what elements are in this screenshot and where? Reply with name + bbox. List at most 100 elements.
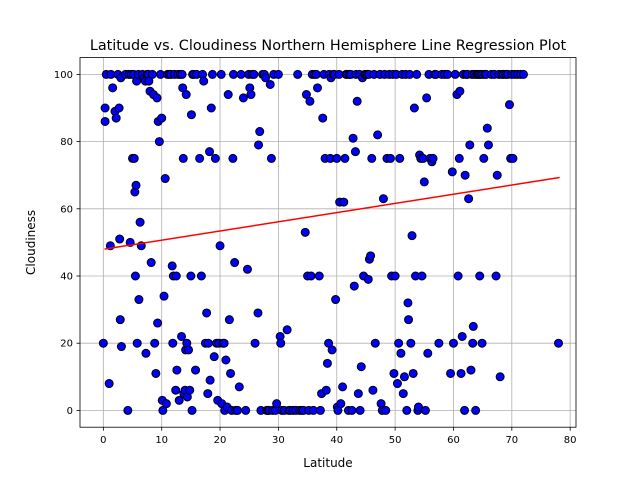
data-point bbox=[172, 365, 182, 375]
data-point bbox=[434, 338, 444, 348]
data-point bbox=[311, 69, 321, 79]
data-point bbox=[446, 368, 456, 378]
data-point bbox=[338, 382, 348, 392]
data-point bbox=[366, 251, 376, 261]
data-point bbox=[100, 103, 110, 113]
data-point bbox=[115, 315, 125, 325]
y-axis: 0 20 40 60 80 100 bbox=[54, 70, 80, 417]
data-point bbox=[203, 389, 213, 399]
data-point bbox=[407, 231, 417, 241]
data-point bbox=[230, 258, 240, 268]
data-point bbox=[396, 348, 406, 358]
x-tick-label: 60 bbox=[447, 435, 460, 446]
plot-frame bbox=[79, 57, 577, 428]
data-point bbox=[408, 368, 418, 378]
data-point bbox=[305, 96, 315, 106]
data-point bbox=[456, 368, 466, 378]
data-point bbox=[191, 365, 201, 375]
x-tick-label: 30 bbox=[272, 435, 285, 446]
chart-title: Latitude vs. Cloudiness Northern Hemisph… bbox=[90, 38, 567, 54]
data-point bbox=[403, 298, 413, 308]
data-point bbox=[399, 372, 409, 382]
x-axis-label: Latitude bbox=[303, 456, 352, 470]
data-point bbox=[177, 69, 187, 79]
data-point bbox=[152, 93, 162, 103]
data-point bbox=[114, 103, 124, 113]
data-point bbox=[98, 338, 108, 348]
data-point bbox=[131, 180, 141, 190]
data-point bbox=[363, 274, 373, 284]
data-point bbox=[160, 174, 170, 184]
data-point bbox=[381, 405, 391, 415]
data-point bbox=[154, 137, 164, 147]
data-point bbox=[491, 271, 501, 281]
data-point bbox=[471, 405, 481, 415]
data-point bbox=[115, 234, 125, 244]
data-point bbox=[465, 140, 475, 150]
data-point bbox=[255, 127, 265, 137]
data-point bbox=[455, 86, 465, 96]
data-point bbox=[404, 315, 414, 325]
data-point bbox=[178, 153, 188, 163]
regression-layer bbox=[104, 176, 560, 250]
data-point bbox=[129, 153, 139, 163]
data-point bbox=[196, 271, 206, 281]
data-point bbox=[356, 362, 366, 372]
data-point bbox=[293, 69, 303, 79]
data-point bbox=[443, 69, 453, 79]
data-point bbox=[253, 308, 263, 318]
data-point bbox=[272, 399, 282, 409]
grid bbox=[80, 57, 576, 428]
data-point bbox=[104, 379, 114, 389]
data-point bbox=[282, 325, 292, 335]
x-tick-label: 20 bbox=[214, 435, 227, 446]
x-tick-label: 10 bbox=[155, 435, 168, 446]
y-tick-label: 40 bbox=[60, 272, 73, 283]
data-point bbox=[226, 368, 236, 378]
data-point bbox=[215, 241, 225, 251]
data-point bbox=[306, 271, 316, 281]
data-point bbox=[483, 140, 493, 150]
y-tick-label: 100 bbox=[54, 70, 73, 81]
data-point bbox=[368, 385, 378, 395]
data-point bbox=[273, 69, 283, 79]
data-point bbox=[130, 271, 140, 281]
data-points bbox=[98, 69, 563, 415]
data-point bbox=[174, 395, 184, 405]
data-point bbox=[518, 69, 528, 79]
data-point bbox=[228, 153, 238, 163]
data-point bbox=[423, 348, 433, 358]
data-point bbox=[224, 315, 234, 325]
data-point bbox=[350, 147, 360, 157]
data-point bbox=[177, 331, 187, 341]
data-point bbox=[454, 153, 464, 163]
data-point bbox=[353, 389, 363, 399]
data-point bbox=[413, 402, 423, 412]
data-point bbox=[340, 153, 350, 163]
data-point bbox=[402, 405, 412, 415]
data-point bbox=[249, 69, 259, 79]
data-point bbox=[420, 405, 430, 415]
data-point bbox=[468, 321, 478, 331]
data-point bbox=[318, 113, 328, 123]
data-point bbox=[457, 331, 467, 341]
data-point bbox=[504, 100, 514, 110]
data-point bbox=[161, 399, 171, 409]
x-axis: 0 10 20 30 40 50 60 70 80 bbox=[100, 427, 577, 446]
data-point bbox=[475, 271, 485, 281]
data-point bbox=[261, 73, 271, 83]
data-point bbox=[417, 271, 427, 281]
data-point bbox=[147, 69, 157, 79]
data-point bbox=[223, 90, 233, 100]
data-point bbox=[250, 338, 260, 348]
y-tick-label: 0 bbox=[67, 406, 73, 417]
data-point bbox=[134, 295, 144, 305]
data-point bbox=[254, 140, 264, 150]
data-point bbox=[233, 405, 243, 415]
data-point bbox=[482, 123, 492, 133]
data-point bbox=[447, 167, 457, 177]
data-point bbox=[464, 194, 474, 204]
data-point bbox=[181, 90, 191, 100]
data-point bbox=[300, 227, 310, 237]
